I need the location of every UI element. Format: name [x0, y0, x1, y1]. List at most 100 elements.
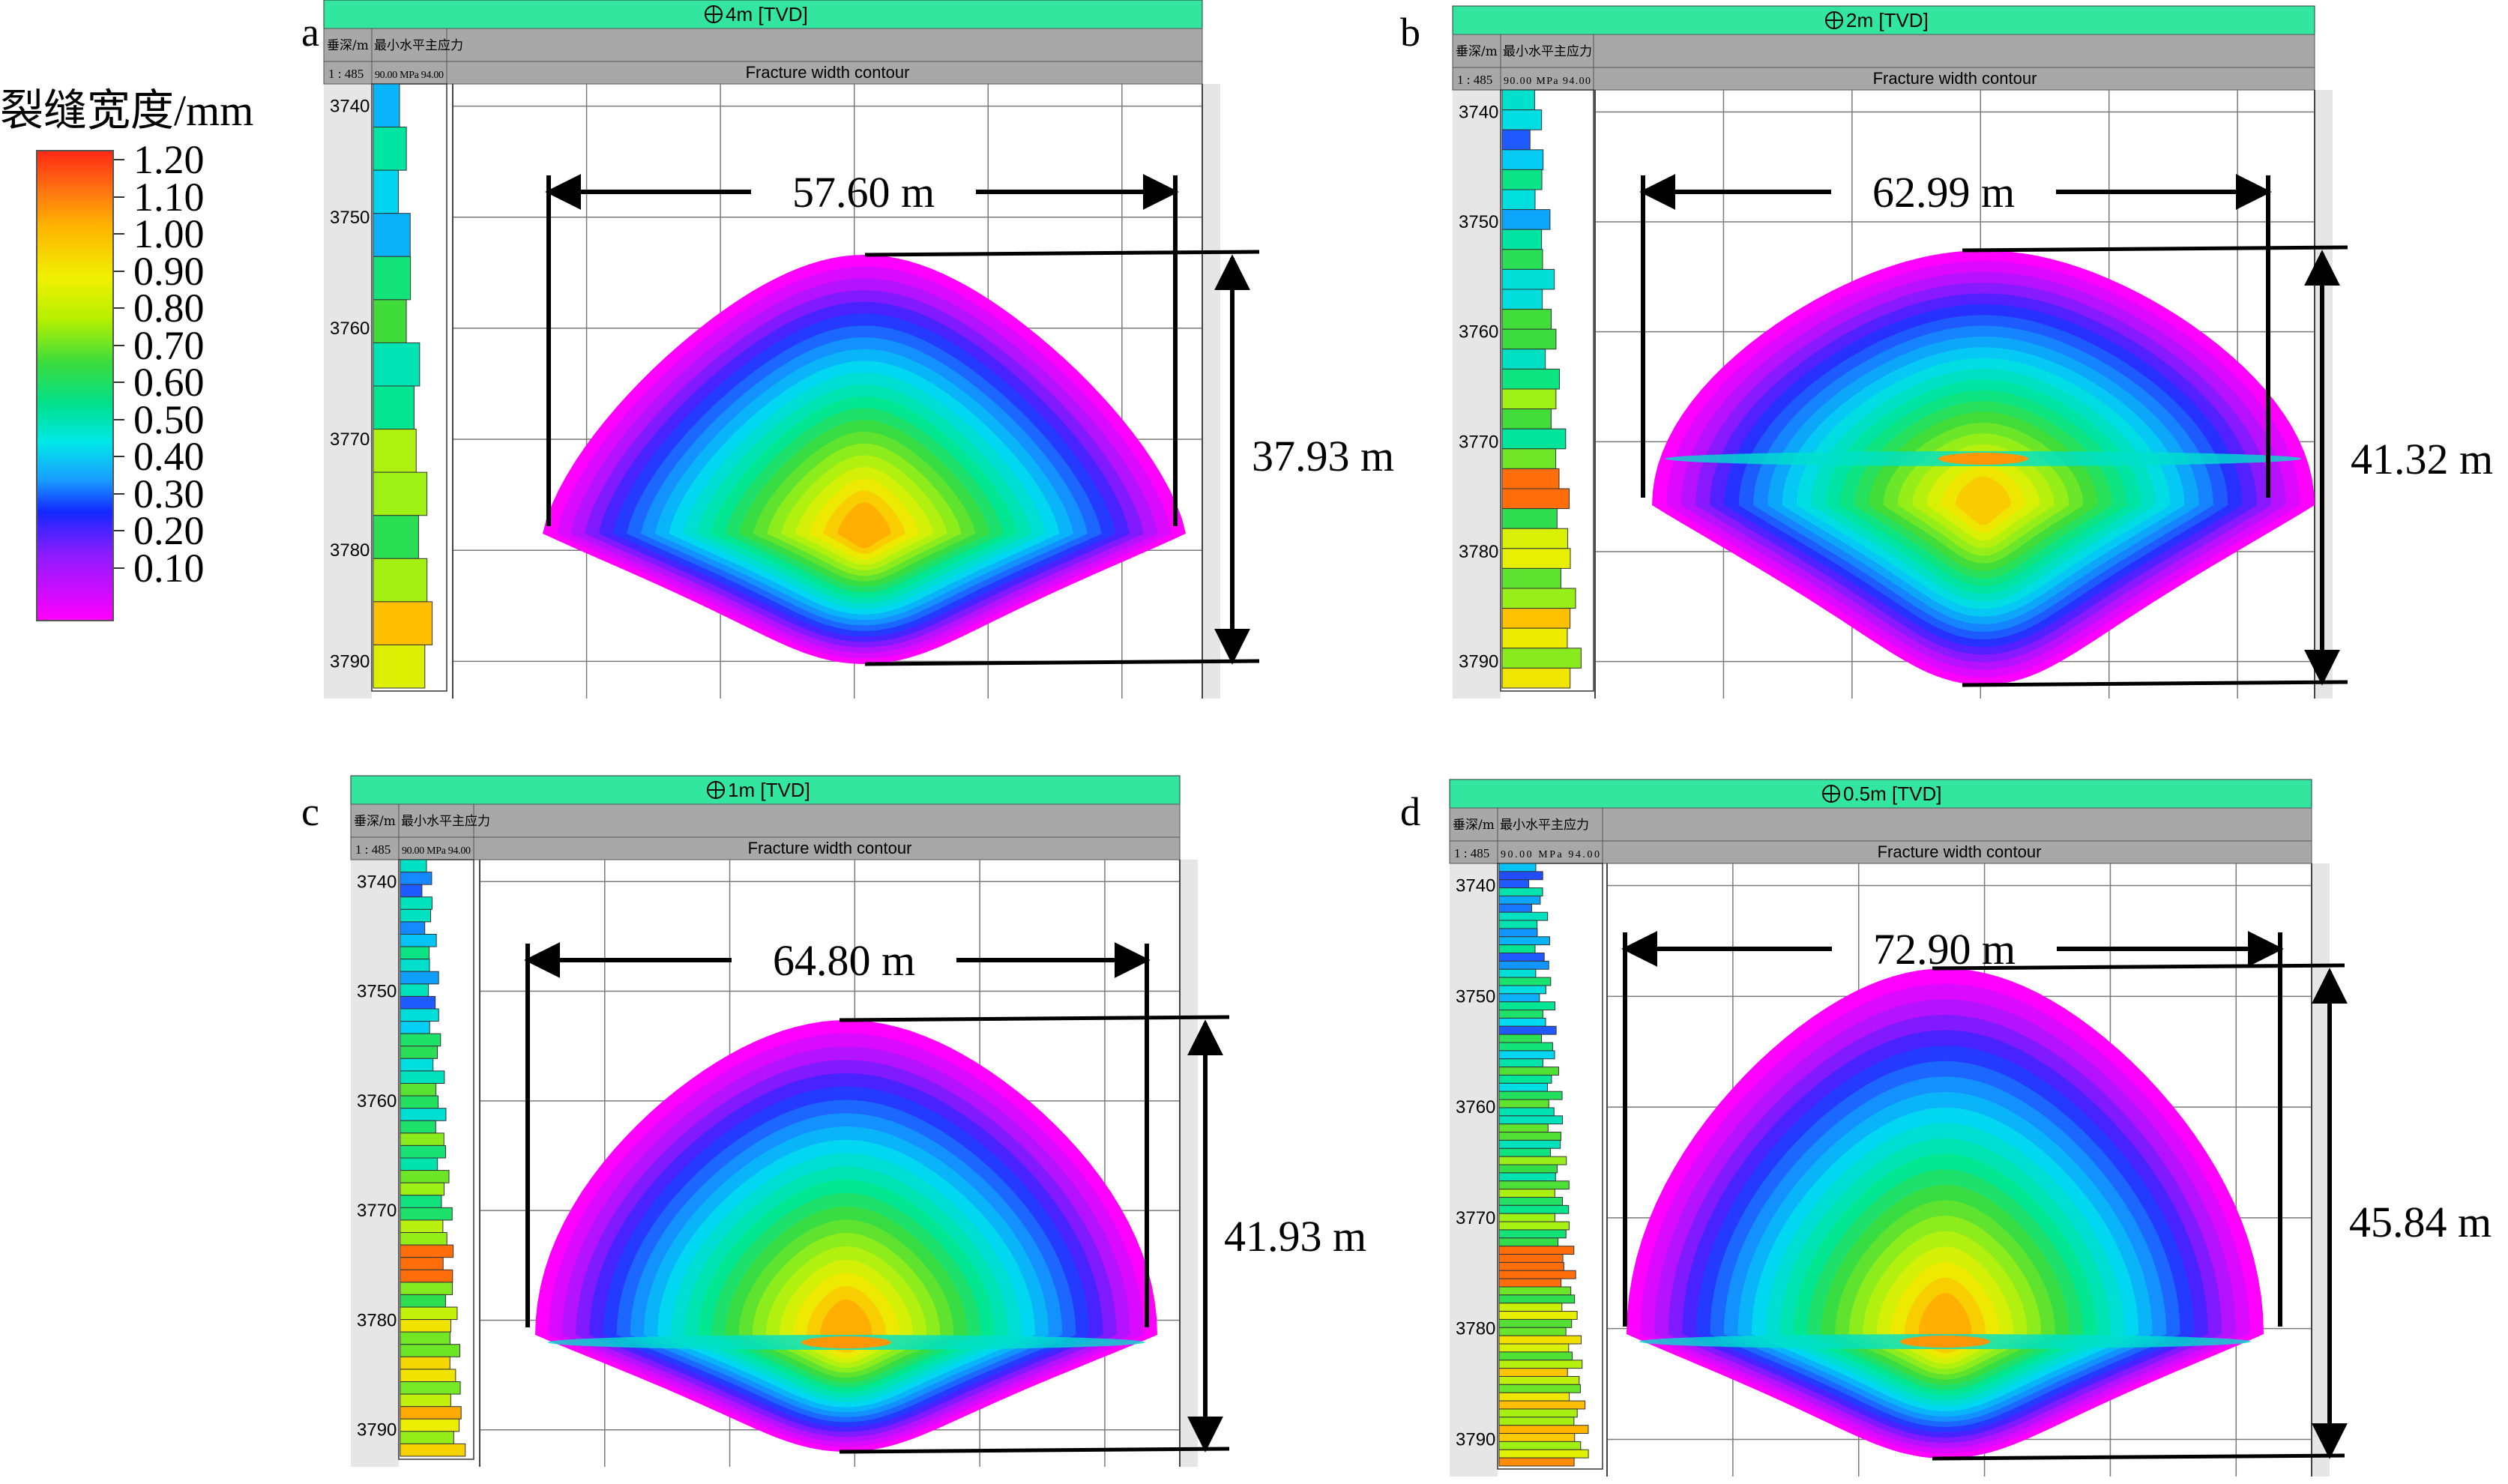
height-top-line — [864, 250, 1260, 257]
stress-log-bar — [400, 1157, 438, 1171]
stress-log-bar — [1501, 109, 1543, 130]
stress-log-bar — [1498, 1221, 1570, 1231]
title-bar — [323, 0, 1203, 29]
stress-log-bar — [1498, 1099, 1549, 1109]
panel-content: 2m [TVD] 垂深/m 最小水平主应力 1 : 485 90.00 MPa 94.0… — [1452, 5, 2493, 699]
stress-log-bar — [400, 1046, 438, 1059]
depth-tick-label: 3790 — [357, 1420, 397, 1441]
stress-log-bar — [1498, 1025, 1557, 1035]
stress-log-bar — [1498, 1074, 1552, 1084]
depth-header: 垂深/m — [1456, 44, 1498, 59]
stress-log-bar — [1498, 1286, 1572, 1296]
fracture-chart-a: 4m [TVD] 垂深/m 最小水平主应力 1 : 485 90.00 MPa 94.0… — [323, 0, 1394, 699]
stress-log-bar — [1498, 1400, 1586, 1410]
fracture-length-label: 57.60 m — [792, 168, 935, 217]
depth-tick-label: 3750 — [1456, 986, 1495, 1007]
fracture-chart-c: 1m [TVD] 垂深/m 最小水平主应力 1 : 485 90.00 MPa 94.0… — [350, 775, 1366, 1467]
dimension-annotations: 62.99 m 41.32 m — [1639, 168, 2493, 687]
depth-tick-label: 3740 — [1459, 102, 1498, 122]
fracture-length-label: 62.99 m — [1872, 168, 2015, 217]
dimension-annotations: 57.60 m 37.93 m — [545, 168, 1394, 666]
stress-log-bar — [373, 169, 399, 214]
right-margin — [2312, 863, 2330, 1477]
stress-log-bar — [400, 1406, 462, 1420]
header-row-2 — [1449, 807, 2312, 842]
fracture-height-label: 45.84 m — [2349, 1198, 2492, 1246]
stress-log-bar — [1501, 209, 1551, 230]
stress-log-bar — [1498, 1001, 1556, 1011]
depth-tick-label: 3750 — [357, 982, 397, 1002]
depth-tick-label: 3750 — [1459, 212, 1498, 232]
stress-log-bar — [1498, 1229, 1567, 1239]
scale-label: 1 : 485 — [328, 67, 364, 81]
track-header: 最小水平主应力 — [401, 814, 490, 829]
stress-log-bar — [1498, 1360, 1583, 1369]
stress-log-bar — [400, 1070, 445, 1084]
stress-log-bar — [400, 1021, 430, 1034]
stress-log-bar — [1498, 936, 1550, 946]
depth-tick-label: 3790 — [1456, 1429, 1495, 1450]
stress-log-bar — [1501, 249, 1543, 270]
panel-title: 1m [TVD] — [728, 779, 810, 801]
stress-log-bar — [1498, 1270, 1576, 1279]
stress-log-track — [1497, 863, 1603, 1470]
stress-log-bar — [1498, 1425, 1589, 1435]
subtitle: Fracture width contour — [1878, 842, 2042, 861]
stress-log-bar — [1501, 328, 1557, 350]
fracture-contour — [1627, 968, 2264, 1459]
colorbar-tick — [114, 307, 124, 309]
stress-log-bar — [1498, 1449, 1589, 1459]
fracture-length-label: 72.90 m — [1873, 925, 2016, 974]
depth-tick-label: 3780 — [357, 1310, 397, 1330]
stress-log-bar — [400, 1331, 450, 1345]
colorbar-label: 0.10 — [133, 545, 205, 591]
panel-content: 1m [TVD] 垂深/m 最小水平主应力 1 : 485 90.00 MPa 94.0… — [350, 775, 1366, 1467]
depth-tick-label: 3770 — [330, 429, 370, 450]
stress-log-bar — [1501, 448, 1557, 469]
stress-log-bar — [400, 1282, 453, 1295]
stress-log-bar — [1498, 1278, 1562, 1288]
track-header: 最小水平主应力 — [374, 38, 463, 53]
stress-log-bar — [400, 1195, 442, 1208]
stress-log-bar — [1498, 879, 1530, 889]
stress-log-bar — [1498, 928, 1538, 938]
colorbar-label: 0.30 — [133, 471, 205, 516]
depth-header: 垂深/m — [327, 38, 369, 53]
panel-c: 1m [TVD] 垂深/m 最小水平主应力 1 : 485 90.00 MPa 94.0… — [350, 775, 1400, 1484]
colorbar-label: 0.80 — [133, 286, 205, 331]
colorbar-tick — [114, 567, 124, 569]
stress-log-bar — [1501, 169, 1543, 190]
stress-log-bar — [373, 558, 428, 603]
stress-log-bar — [1498, 1343, 1570, 1353]
colorbar — [36, 150, 114, 621]
stress-log-bar — [1498, 1180, 1570, 1190]
header-row-3 — [1452, 67, 2315, 91]
stress-log-bar — [1501, 189, 1536, 211]
stress-log-bar — [1498, 1408, 1578, 1418]
depth-tick-label: 3780 — [1459, 542, 1498, 562]
stress-log-bar — [1501, 268, 1555, 290]
colorbar-tick — [114, 233, 124, 235]
stress-log-bar — [400, 1418, 460, 1432]
stress-log-bar — [1498, 1156, 1567, 1165]
stress-log-bar — [373, 644, 426, 689]
colorbar-label: 1.20 — [133, 137, 205, 182]
stress-log-bar — [373, 342, 420, 387]
header-row-3 — [323, 61, 1203, 85]
contour-core — [801, 1336, 891, 1348]
header-row-2 — [323, 28, 1203, 62]
height-bottom-line — [839, 1447, 1230, 1454]
scale-label: 1 : 485 — [1457, 73, 1492, 87]
stress-log-bar — [1498, 1147, 1551, 1157]
stress-log-bar — [1498, 1351, 1573, 1361]
stress-log-bar — [1498, 944, 1536, 954]
stress-log-bar — [400, 983, 429, 997]
depth-tick-label: 3760 — [1456, 1097, 1495, 1117]
stress-log-bar — [1501, 488, 1570, 510]
stress-log-bar — [1498, 1311, 1578, 1320]
stress-log-bar — [1501, 428, 1567, 450]
stress-log-bar — [1498, 1050, 1555, 1060]
track-scale: 90.00 MPa 94.00 — [402, 845, 471, 857]
stress-log-bar — [1498, 1115, 1564, 1125]
title-bar — [350, 775, 1181, 805]
